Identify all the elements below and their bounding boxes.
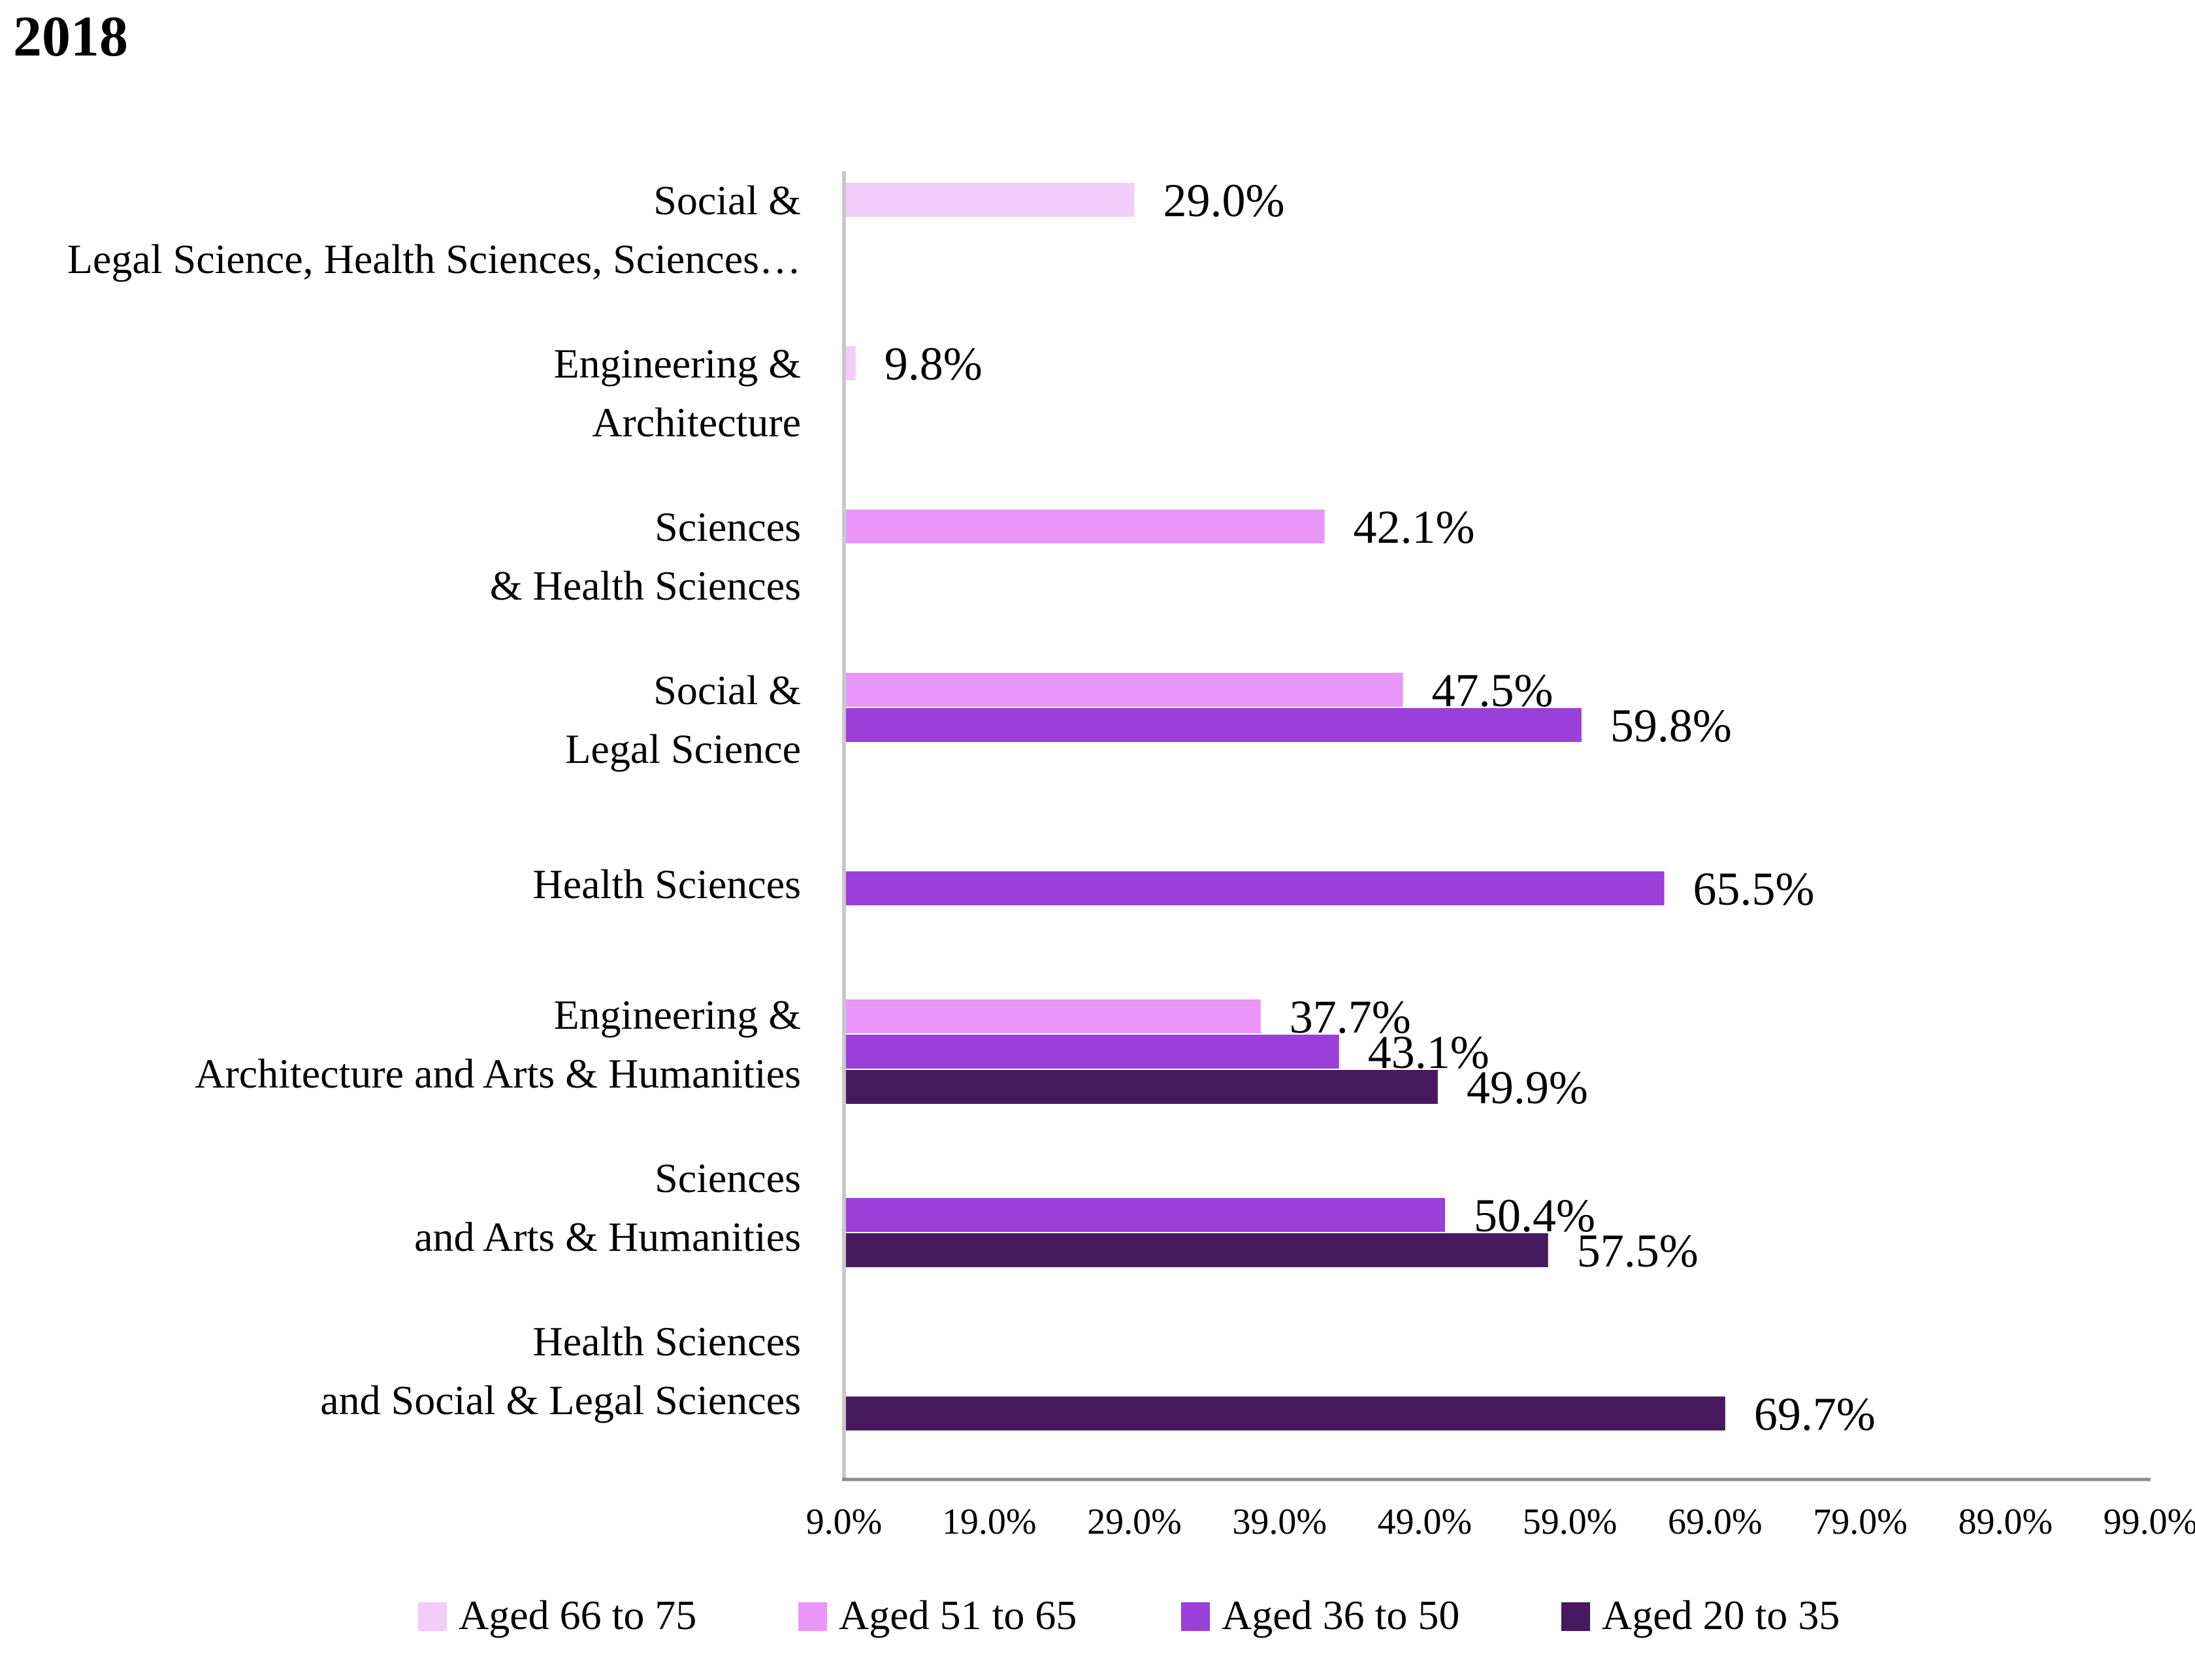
- category-label: Health Sciences: [533, 861, 802, 907]
- category-label: and Social & Legal Sciences: [320, 1377, 801, 1423]
- category-label: Engineering &: [553, 992, 801, 1038]
- category-label: Sciences: [655, 504, 801, 550]
- legend-swatch: [1181, 1602, 1210, 1631]
- legend-label: Aged 66 to 75: [459, 1592, 696, 1638]
- bar-aged-36-to-50: [844, 1035, 1339, 1069]
- x-tick-label: 39.0%: [1232, 1502, 1327, 1542]
- data-label: 65.5%: [1693, 863, 1815, 915]
- category-label: Legal Science, Health Sciences, Sciences…: [67, 236, 801, 282]
- data-label: 59.8%: [1610, 700, 1732, 752]
- category-label: Engineering &: [553, 340, 801, 387]
- category-label: Social &: [653, 667, 801, 713]
- category-label: Health Sciences: [533, 1318, 802, 1365]
- data-label: 69.7%: [1754, 1388, 1876, 1440]
- bar-aged-20-to-35: [844, 1070, 1438, 1104]
- category-labels: Social & Legal Science, Health Sciences, …: [67, 177, 801, 1423]
- x-tick-label: 99.0%: [2104, 1502, 2195, 1542]
- data-label: 49.9%: [1467, 1061, 1588, 1114]
- legend: Aged 66 to 75 Aged 51 to 65 Aged 36 to 50 A…: [418, 1592, 1840, 1638]
- data-label: 47.5%: [1432, 664, 1553, 717]
- bars-group: 29.0% 9.8% 42.1% 47.5% 37.7% 59.8% 65.5% 43.1% 5…: [844, 174, 1876, 1440]
- legend-label: Aged 36 to 50: [1222, 1592, 1459, 1638]
- x-tick-label: 9.0%: [806, 1502, 883, 1542]
- category-label: and Arts & Humanities: [414, 1214, 801, 1260]
- x-tick-label: 59.0%: [1523, 1502, 1618, 1542]
- bar-aged-51-to-65: [844, 509, 1325, 543]
- x-tick-label: 49.0%: [1378, 1502, 1472, 1542]
- legend-swatch: [798, 1602, 827, 1631]
- category-label: Legal Science: [565, 726, 801, 772]
- bar-aged-36-to-50: [844, 1198, 1445, 1232]
- legend-swatch: [418, 1602, 447, 1631]
- data-label: 37.7%: [1290, 991, 1411, 1043]
- bar-aged-36-to-50: [844, 871, 1665, 905]
- data-label: 50.4%: [1474, 1189, 1595, 1242]
- x-tick-label: 19.0%: [942, 1502, 1037, 1542]
- category-label: Architecture and Arts & Humanities: [195, 1050, 801, 1097]
- category-label: & Health Sciences: [490, 562, 801, 609]
- data-label: 42.1%: [1354, 501, 1475, 553]
- x-tick-label: 79.0%: [1813, 1502, 1908, 1542]
- data-label: 57.5%: [1577, 1225, 1699, 1277]
- x-tick-label: 69.0%: [1668, 1502, 1763, 1542]
- data-label: 9.8%: [885, 338, 983, 390]
- chart-title: 2018: [13, 5, 128, 69]
- bar-aged-20-to-35: [844, 1233, 1548, 1267]
- category-label: Social &: [653, 177, 801, 223]
- legend-swatch: [1561, 1602, 1590, 1631]
- bar-aged-66-to-75: [844, 183, 1135, 217]
- bar-aged-51-to-65: [844, 673, 1403, 707]
- legend-label: Aged 20 to 35: [1602, 1592, 1840, 1638]
- data-label: 43.1%: [1368, 1026, 1489, 1078]
- bar-aged-20-to-35: [844, 1397, 1725, 1430]
- category-label: Architecture: [592, 399, 801, 445]
- bar-aged-66-to-75: [844, 346, 856, 380]
- data-label: 29.0%: [1163, 174, 1284, 227]
- axes-group: [842, 171, 2151, 1481]
- category-label: Sciences: [655, 1155, 801, 1201]
- legend-label: Aged 51 to 65: [839, 1592, 1077, 1638]
- bar-aged-51-to-65: [844, 999, 1261, 1033]
- x-tick-label: 89.0%: [1958, 1502, 2053, 1542]
- x-tick-labels: 9.0% 19.0% 29.0% 39.0% 49.0% 59.0% 69.0% 79.0% 8…: [806, 1502, 2195, 1542]
- x-tick-label: 29.0%: [1087, 1502, 1182, 1542]
- bar-aged-36-to-50: [844, 708, 1582, 742]
